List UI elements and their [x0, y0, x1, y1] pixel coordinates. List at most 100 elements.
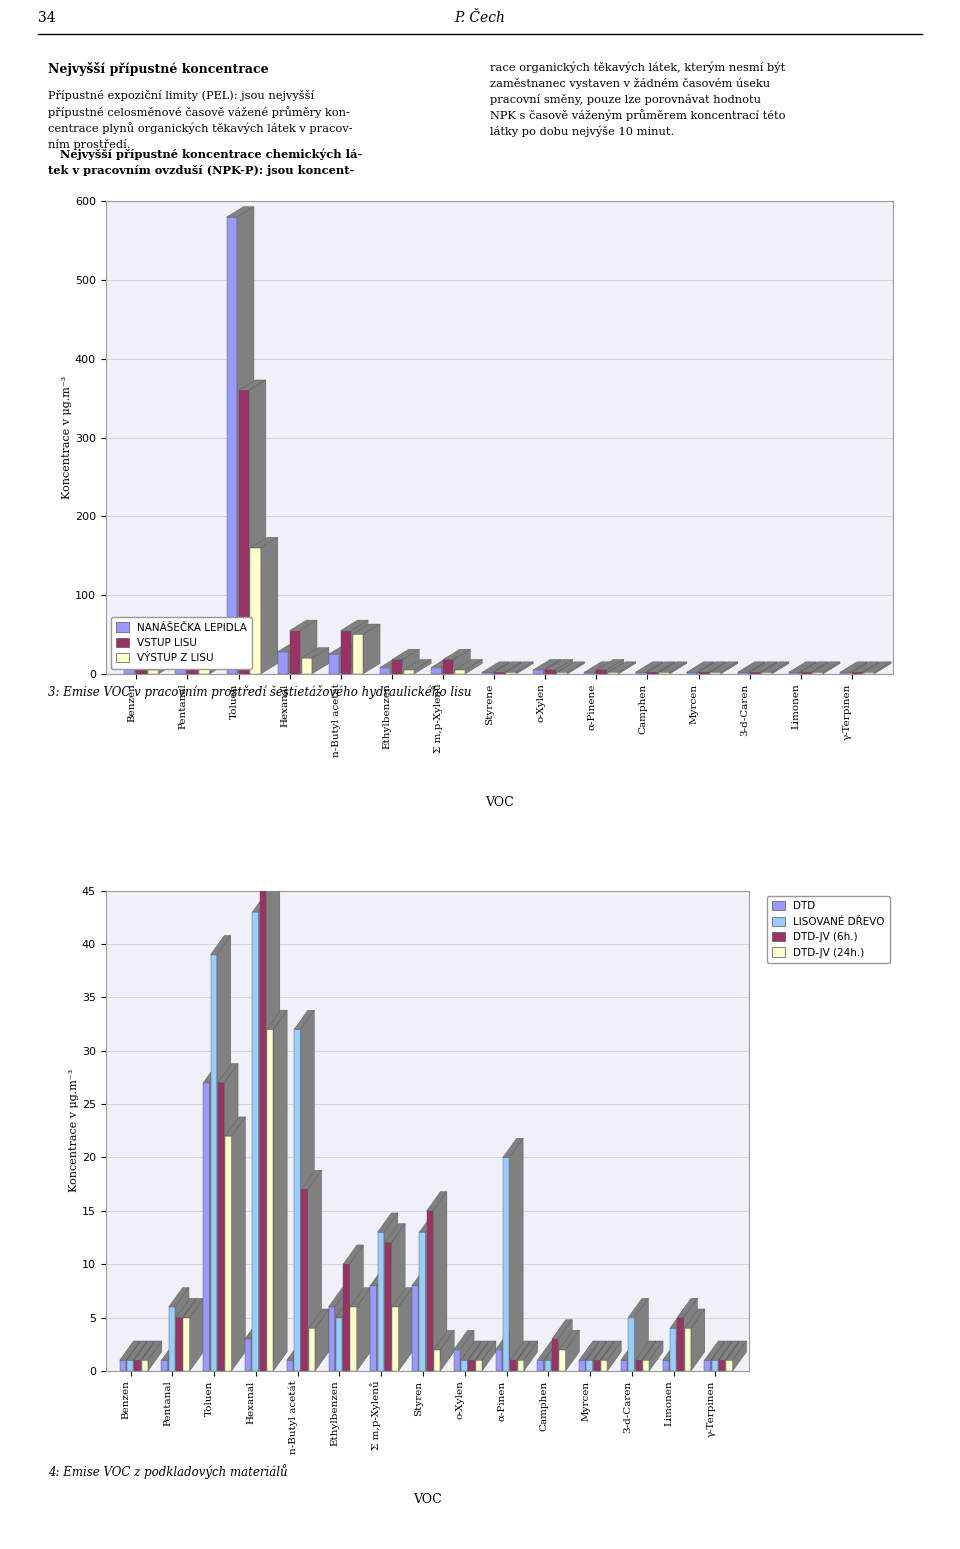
Polygon shape: [301, 658, 312, 674]
Polygon shape: [434, 1331, 454, 1349]
Polygon shape: [677, 1298, 698, 1318]
Polygon shape: [750, 661, 777, 672]
Polygon shape: [168, 1341, 181, 1371]
Polygon shape: [476, 1341, 496, 1360]
Polygon shape: [600, 1341, 614, 1371]
Polygon shape: [608, 1341, 621, 1371]
Polygon shape: [328, 1287, 348, 1307]
Polygon shape: [852, 661, 879, 672]
Polygon shape: [492, 661, 510, 674]
Polygon shape: [662, 1360, 669, 1371]
Text: race organických těkavých látek, kterým nesmí být
zaměstnanec vystaven v žádném : race organických těkavých látek, kterým …: [490, 62, 785, 138]
X-axis label: VOC: VOC: [413, 1493, 442, 1506]
Polygon shape: [761, 672, 772, 674]
Polygon shape: [635, 1298, 648, 1371]
Polygon shape: [642, 1341, 656, 1371]
Polygon shape: [544, 1360, 551, 1371]
Polygon shape: [586, 1341, 599, 1371]
Polygon shape: [544, 1341, 564, 1360]
Text: P. Čech: P. Čech: [455, 11, 505, 25]
Polygon shape: [495, 1349, 502, 1371]
Polygon shape: [434, 1349, 441, 1371]
Polygon shape: [204, 1064, 224, 1083]
Polygon shape: [627, 1341, 641, 1371]
Polygon shape: [266, 861, 279, 1371]
Text: 4: Emise VOC z podkladových materiálů: 4: Emise VOC z podkladových materiálů: [48, 1464, 288, 1479]
Legend: NANÁŠEČKA LEPIDLA, VSTUP LISU, VÝSTUP Z LISU: NANÁŠEČKA LEPIDLA, VSTUP LISU, VÝSTUP Z …: [110, 617, 252, 669]
Polygon shape: [392, 1224, 405, 1371]
Polygon shape: [125, 668, 134, 674]
Polygon shape: [290, 620, 317, 630]
Polygon shape: [454, 1331, 474, 1349]
Polygon shape: [646, 661, 662, 674]
Polygon shape: [628, 1298, 648, 1318]
Polygon shape: [398, 1287, 413, 1371]
Polygon shape: [343, 1245, 364, 1264]
Polygon shape: [371, 1266, 391, 1286]
Polygon shape: [454, 1349, 460, 1371]
Polygon shape: [510, 1341, 531, 1360]
Polygon shape: [142, 1341, 162, 1360]
Polygon shape: [649, 1341, 663, 1371]
Polygon shape: [552, 1338, 559, 1371]
Polygon shape: [210, 954, 217, 1371]
Polygon shape: [565, 1331, 580, 1371]
Polygon shape: [431, 668, 442, 674]
Polygon shape: [628, 1318, 635, 1371]
Polygon shape: [357, 1287, 371, 1371]
Polygon shape: [380, 668, 391, 674]
Polygon shape: [127, 1360, 133, 1371]
Polygon shape: [510, 1139, 523, 1371]
Polygon shape: [517, 1360, 524, 1371]
Polygon shape: [721, 661, 738, 674]
Polygon shape: [204, 1083, 209, 1371]
Polygon shape: [198, 649, 215, 674]
Polygon shape: [670, 1309, 690, 1327]
Polygon shape: [551, 1341, 564, 1371]
X-axis label: VOC: VOC: [485, 796, 514, 809]
Polygon shape: [711, 1360, 718, 1371]
Polygon shape: [336, 1298, 356, 1318]
Polygon shape: [727, 1360, 732, 1371]
Polygon shape: [315, 1309, 329, 1371]
Polygon shape: [335, 1287, 348, 1371]
Polygon shape: [750, 672, 760, 674]
Polygon shape: [719, 1341, 739, 1360]
Polygon shape: [658, 661, 675, 674]
Polygon shape: [495, 1331, 516, 1349]
Polygon shape: [351, 620, 368, 674]
Polygon shape: [209, 1064, 224, 1371]
Polygon shape: [476, 1360, 482, 1371]
Polygon shape: [443, 660, 453, 674]
Polygon shape: [329, 654, 339, 674]
Polygon shape: [183, 1298, 204, 1318]
Polygon shape: [710, 661, 738, 672]
Polygon shape: [371, 1286, 376, 1371]
Text: 34: 34: [38, 11, 56, 25]
Polygon shape: [190, 1298, 204, 1371]
Polygon shape: [251, 538, 277, 548]
Polygon shape: [503, 1157, 510, 1371]
Polygon shape: [482, 1341, 496, 1371]
Polygon shape: [593, 1341, 614, 1360]
Y-axis label: Koncentrace v μg.m⁻³: Koncentrace v μg.m⁻³: [62, 376, 72, 499]
Polygon shape: [349, 1245, 364, 1371]
Polygon shape: [161, 1360, 168, 1371]
Polygon shape: [277, 652, 288, 674]
Polygon shape: [133, 1341, 147, 1371]
Polygon shape: [587, 1341, 607, 1360]
Polygon shape: [136, 654, 163, 665]
Polygon shape: [789, 661, 816, 672]
Polygon shape: [377, 1213, 397, 1231]
Polygon shape: [691, 1309, 705, 1371]
Polygon shape: [601, 1341, 621, 1360]
Polygon shape: [136, 665, 147, 674]
Polygon shape: [393, 1287, 413, 1307]
Polygon shape: [669, 1341, 683, 1371]
Polygon shape: [556, 660, 572, 674]
Polygon shape: [761, 661, 789, 672]
Polygon shape: [259, 880, 266, 1371]
Polygon shape: [719, 1360, 726, 1371]
Polygon shape: [238, 380, 266, 390]
Polygon shape: [393, 1307, 398, 1371]
